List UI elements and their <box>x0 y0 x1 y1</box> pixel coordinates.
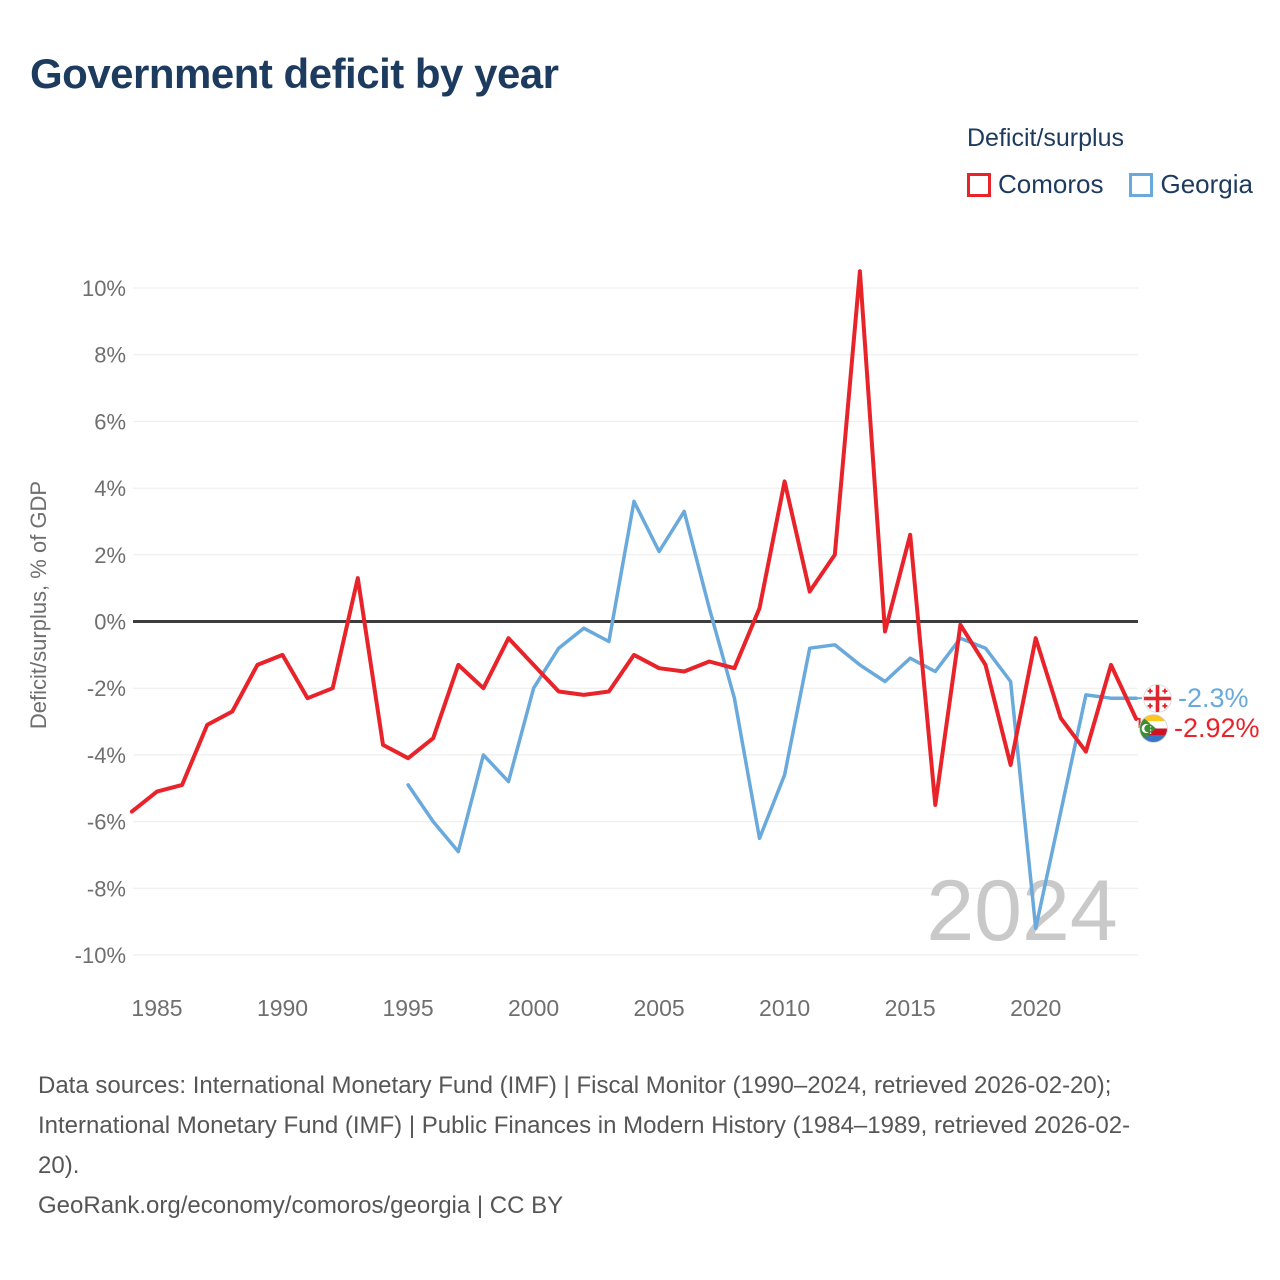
y-tick-label: -10% <box>75 943 126 968</box>
legend-item-label: Comoros <box>998 169 1104 199</box>
y-tick-label: -4% <box>87 743 126 768</box>
x-tick-label: 1995 <box>382 995 433 1021</box>
x-tick-label: 2020 <box>1010 995 1061 1021</box>
series-line-georgia <box>406 499 1138 931</box>
footer-line: Data sources: International Monetary Fun… <box>38 1072 1112 1099</box>
data-sources-text: Data sources: International Monetary Fun… <box>38 1066 1130 1226</box>
georgia-swatch-icon <box>1129 172 1154 197</box>
georgia-end-label: -2.3% <box>1143 683 1249 714</box>
y-tick-label: 8% <box>94 343 126 368</box>
y-tick-label: -8% <box>87 876 126 901</box>
x-tick-label: 1990 <box>257 995 308 1021</box>
y-tick-label: 10% <box>82 276 126 301</box>
watermark-year: 2024 <box>926 863 1117 959</box>
legend: Deficit/surplus Comoros Georgia <box>967 124 1253 200</box>
x-tick-label: 1985 <box>131 995 182 1021</box>
legend-items: Comoros Georgia <box>967 169 1253 200</box>
x-tick-label: 2015 <box>885 995 936 1021</box>
legend-item-label: Georgia <box>1160 169 1253 199</box>
comoros-end-value: -2.92% <box>1174 713 1260 743</box>
x-tick-label: 2000 <box>508 995 559 1021</box>
legend-title: Deficit/surplus <box>967 124 1124 152</box>
y-tick-label: 4% <box>94 476 126 501</box>
y-axis-title: Deficit/surplus, % of GDP <box>26 481 51 729</box>
legend-item-georgia: Georgia <box>1129 169 1253 200</box>
y-tick-label: -2% <box>87 676 126 701</box>
series-line-comoros <box>129 269 1139 814</box>
georgia-end-value: -2.3% <box>1178 683 1249 713</box>
footer-line: GeoRank.org/economy/comoros/georgia | CC… <box>38 1192 564 1219</box>
x-tick-label: 2005 <box>634 995 685 1021</box>
legend-item-comoros: Comoros <box>967 169 1103 200</box>
y-tick-label: 0% <box>94 610 126 635</box>
comoros-end-label: -2.92% <box>1139 713 1260 744</box>
comoros-swatch-icon <box>967 172 991 197</box>
x-tick-label: 2010 <box>759 995 810 1021</box>
comoros-flag-icon <box>1139 714 1168 743</box>
y-tick-label: 6% <box>94 409 126 434</box>
footer-line: International Monetary Fund (IMF) | Publ… <box>38 1112 1131 1139</box>
footer-line: 20). <box>38 1152 80 1179</box>
y-tick-label: 2% <box>94 543 126 568</box>
page-title: Government deficit by year <box>30 50 559 97</box>
georgia-flag-icon <box>1143 684 1172 713</box>
y-tick-label: -6% <box>87 810 126 835</box>
